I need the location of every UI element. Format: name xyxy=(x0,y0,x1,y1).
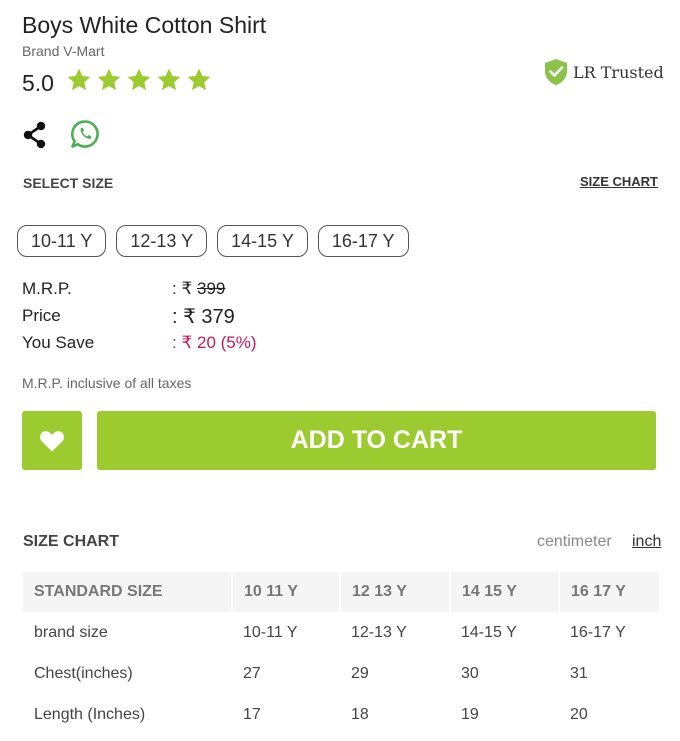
size-option-12-13[interactable]: 12-13 Y xyxy=(116,225,208,257)
table-cell: Chest(inches) xyxy=(34,664,133,682)
shield-check-icon xyxy=(545,59,567,85)
lr-trusted-label: LR Trusted xyxy=(573,62,664,82)
table-cell: 30 xyxy=(461,664,479,682)
star-icon xyxy=(127,68,151,91)
size-chart-title: SIZE CHART xyxy=(23,533,119,550)
select-size-label: SELECT SIZE xyxy=(23,175,114,191)
save-value: : ₹ 20 (5%) xyxy=(172,333,257,352)
table-cell: 16-17 Y xyxy=(570,623,626,641)
unit-inch-toggle[interactable]: inch xyxy=(632,533,662,550)
whatsapp-icon[interactable] xyxy=(70,119,100,149)
product-title: Boys White Cotton Shirt xyxy=(22,12,267,38)
table-header-cell: 14 15 Y xyxy=(450,572,560,612)
table-cell: 31 xyxy=(570,664,588,682)
tax-note: M.R.P. inclusive of all taxes xyxy=(22,375,192,391)
mrp-amount: 399 xyxy=(197,279,226,298)
size-option-16-17[interactable]: 16-17 Y xyxy=(317,225,409,257)
table-cell: 29 xyxy=(351,664,369,682)
table-header-row: STANDARD SIZE 10 11 Y 12 13 Y 14 15 Y 16… xyxy=(23,572,661,612)
mrp-value: : ₹ 399 xyxy=(172,279,225,299)
size-options: 10-11 Y 12-13 Y 14-15 Y 16-17 Y xyxy=(17,225,409,257)
rating-value: 5.0 xyxy=(22,70,54,96)
lr-trusted-badge: LR Trusted xyxy=(544,58,664,86)
add-to-cart-button[interactable]: ADD TO CART xyxy=(97,411,656,470)
size-chart-link[interactable]: SIZE CHART xyxy=(580,174,658,189)
table-header-cell: 16 17 Y xyxy=(559,572,661,612)
size-option-14-15[interactable]: 14-15 Y xyxy=(217,225,308,257)
price-label: Price xyxy=(22,306,61,325)
table-cell: 18 xyxy=(351,705,369,723)
table-row: Length (Inches) 17 18 19 20 xyxy=(23,694,660,735)
table-cell: 27 xyxy=(243,664,261,682)
table-cell: brand size xyxy=(34,623,108,641)
star-icon xyxy=(67,68,91,91)
star-icon xyxy=(157,68,181,91)
mrp-prefix: : ₹ xyxy=(172,279,193,298)
mrp-label: M.R.P. xyxy=(22,279,72,298)
table-row: Chest(inches) 27 29 30 31 xyxy=(23,653,660,694)
table-cell: 19 xyxy=(461,705,479,723)
unit-centimeter-toggle[interactable]: centimeter xyxy=(537,533,612,550)
brand-name: Brand V-Mart xyxy=(22,43,105,59)
star-icon xyxy=(97,68,121,91)
table-cell: 12-13 Y xyxy=(351,623,407,641)
size-option-10-11[interactable]: 10-11 Y xyxy=(17,225,107,257)
star-icon xyxy=(187,68,211,91)
price-value: : ₹ 379 xyxy=(172,306,235,328)
share-icon[interactable] xyxy=(22,121,48,149)
size-chart-table: STANDARD SIZE 10 11 Y 12 13 Y 14 15 Y 16… xyxy=(23,572,661,735)
table-cell: 17 xyxy=(243,705,261,723)
table-cell: 14-15 Y xyxy=(461,623,517,641)
table-header-cell: 10 11 Y xyxy=(232,572,341,612)
wishlist-button[interactable] xyxy=(22,411,82,470)
rating-stars xyxy=(66,67,212,93)
table-cell: Length (Inches) xyxy=(34,705,146,723)
save-label: You Save xyxy=(22,333,95,352)
heart-icon xyxy=(40,430,64,451)
table-cell: 20 xyxy=(570,705,588,723)
table-cell: 10-11 Y xyxy=(243,623,298,641)
table-header-cell: STANDARD SIZE xyxy=(23,572,233,612)
table-row: brand size 10-11 Y 12-13 Y 14-15 Y 16-17… xyxy=(23,612,660,653)
table-header-cell: 12 13 Y xyxy=(340,572,451,612)
